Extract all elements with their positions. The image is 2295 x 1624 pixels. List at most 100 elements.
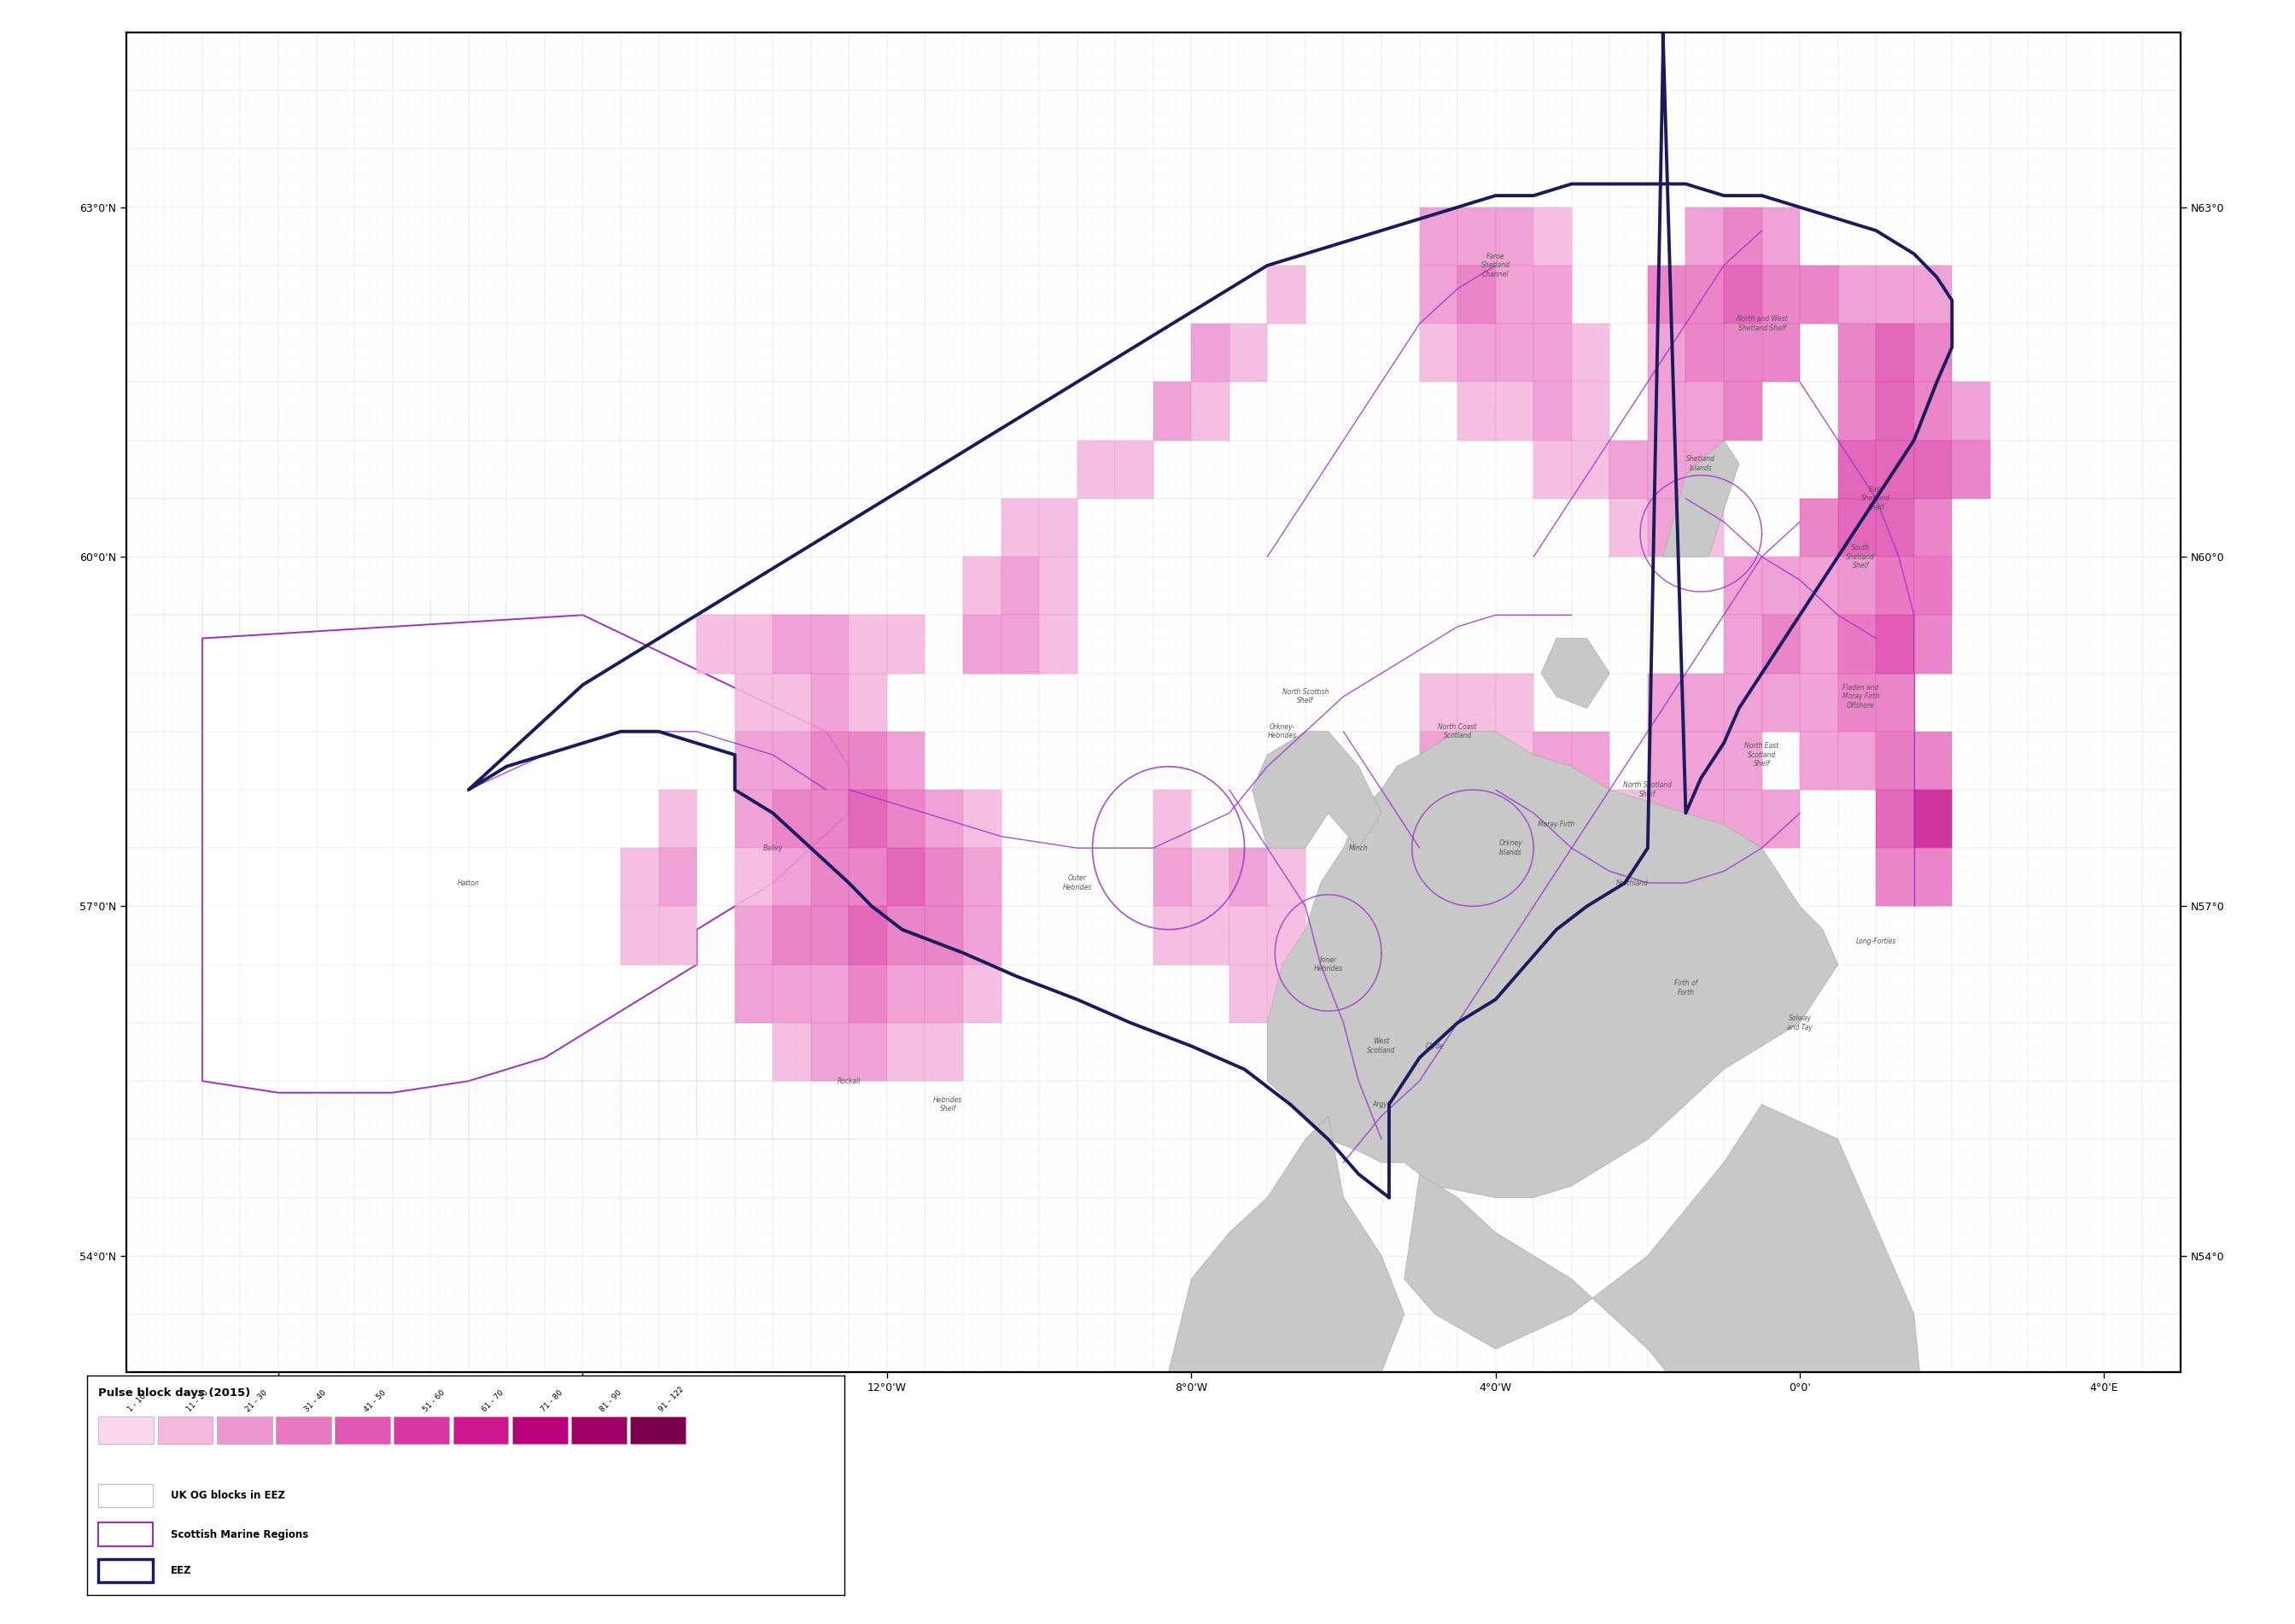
Text: 11 - 20: 11 - 20 [186,1389,209,1413]
Bar [1306,1023,1343,1082]
Bar [925,1023,964,1082]
Bar [1609,789,1648,848]
Bar [1001,557,1040,615]
Bar [849,906,886,965]
Bar [1191,848,1230,906]
Bar [1838,323,1875,382]
Bar [1230,848,1267,906]
Text: Clyde: Clyde [1425,1043,1444,1049]
Bar [1875,557,1914,615]
Bar [734,789,773,848]
Bar [1609,906,1648,965]
Bar [1421,731,1457,789]
Bar [810,615,849,674]
Bar [1457,265,1496,323]
Bar [1687,265,1724,323]
Bar [1763,265,1799,323]
Bar [1496,323,1533,382]
Bar [810,731,849,789]
Bar [964,615,1001,674]
Bar [1875,323,1914,382]
Bar [1421,265,1457,323]
Bar [886,731,925,789]
Polygon shape [1267,731,1838,1197]
Text: Shetland
Islands: Shetland Islands [1687,455,1714,473]
Bar [1875,731,1914,789]
Bar [1687,674,1724,731]
Bar [1724,731,1763,789]
Bar [925,965,964,1023]
Text: Argyll: Argyll [1372,1101,1391,1108]
Bar [1648,265,1687,323]
Bar [810,789,849,848]
Polygon shape [1542,638,1609,708]
Text: East
Shetland
Shelf: East Shetland Shelf [1861,486,1891,512]
Bar [1648,906,1687,965]
Bar [1457,731,1496,789]
Bar [1115,440,1152,499]
Bar [925,906,964,965]
Bar [1914,440,1953,499]
Text: Fladen and
Moray Firth
Offshore: Fladen and Moray Firth Offshore [1843,684,1880,710]
Bar [1799,674,1838,731]
Bar [1799,499,1838,557]
Bar [1191,906,1230,965]
Bar [99,1559,154,1582]
Bar [849,615,886,674]
Bar [1533,208,1572,265]
Bar [1914,382,1953,440]
Bar [1648,789,1687,848]
Polygon shape [202,615,849,1093]
Bar [1496,731,1533,789]
Bar [1838,615,1875,674]
Text: North East
Scotland
Shelf: North East Scotland Shelf [1744,742,1779,768]
Text: Scottish Marine Regions: Scottish Marine Regions [170,1528,308,1540]
Bar [849,789,886,848]
Bar [1343,1023,1382,1082]
Bar [964,848,1001,906]
Bar [1763,674,1799,731]
Bar [1838,265,1875,323]
Bar [1040,615,1076,674]
Bar [1572,323,1609,382]
Bar [1533,265,1572,323]
Bar [886,906,925,965]
Text: 71 - 80: 71 - 80 [539,1389,565,1413]
Bar [964,789,1001,848]
Bar [1914,323,1953,382]
Bar [773,906,810,965]
Polygon shape [1253,731,1382,848]
Text: Hatton: Hatton [457,879,480,887]
Text: Northland: Northland [1616,879,1648,887]
Bar [1648,382,1687,440]
Bar [1152,382,1191,440]
Bar [1040,557,1076,615]
Bar [1076,440,1115,499]
Text: Solway
and Tay: Solway and Tay [1788,1015,1813,1031]
Bar [886,1023,925,1082]
Bar [1687,848,1724,906]
Bar [1799,731,1838,789]
Bar [1875,615,1914,674]
Text: 91 - 122: 91 - 122 [659,1385,686,1413]
Bar [886,789,925,848]
Bar [1648,848,1687,906]
Bar [734,848,773,906]
Bar [1838,499,1875,557]
Bar [1687,499,1724,557]
Bar [1724,382,1763,440]
Bar [99,1523,154,1546]
Text: 81 - 90: 81 - 90 [599,1389,624,1413]
Bar [1724,265,1763,323]
Text: Moray Firth: Moray Firth [1538,820,1574,828]
Bar [1724,674,1763,731]
Text: North Coast
Scotland: North Coast Scotland [1439,723,1478,741]
Bar [1230,323,1267,382]
Bar [1421,323,1457,382]
Bar [659,848,698,906]
Bar [1875,265,1914,323]
Text: North Scotland
Shelf: North Scotland Shelf [1623,781,1673,797]
Text: 1 - 10: 1 - 10 [126,1392,147,1413]
Text: West
Scotland: West Scotland [1368,1038,1395,1054]
Bar [925,848,964,906]
